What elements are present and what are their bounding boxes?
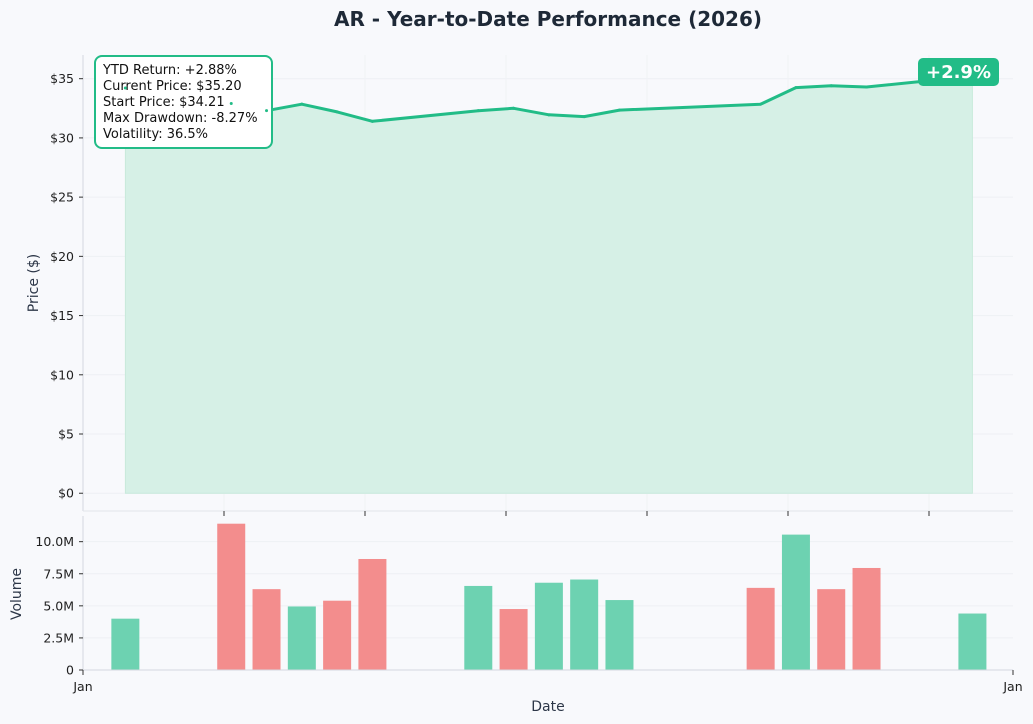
volume-bar xyxy=(746,587,775,670)
price-point xyxy=(970,74,974,78)
volume-y-tick-label: 2.5M xyxy=(43,630,74,645)
volume-y-tick-label: 0 xyxy=(66,663,74,678)
volume-x-ticks: Jan Jan xyxy=(72,670,1023,694)
price-y-tick-label: $15 xyxy=(50,308,74,323)
volume-bar xyxy=(323,600,352,670)
volume-bar xyxy=(570,579,599,670)
price-y-tick-label: $5 xyxy=(58,427,74,442)
price-y-tick-label: $25 xyxy=(50,190,74,205)
price-point xyxy=(300,102,304,106)
stats-max-drawdown: Max Drawdown: -8.27% xyxy=(103,111,258,126)
stats-volatility: Volatility: 36.5% xyxy=(103,127,208,142)
price-y-tick-label: $30 xyxy=(50,130,74,145)
price-y-tick-label: $10 xyxy=(50,367,74,382)
volume-y-axis-title: Volume xyxy=(9,568,25,620)
x-tick-label: Jan xyxy=(1002,679,1022,694)
stats-current-price: Current Price: $35.20 xyxy=(103,79,242,94)
price-point xyxy=(512,106,516,110)
volume-bars xyxy=(111,523,987,670)
return-badge: +2.9% xyxy=(918,58,999,86)
price-point xyxy=(865,85,869,89)
volume-bar xyxy=(605,600,634,670)
volume-bar xyxy=(217,523,246,670)
price-point xyxy=(617,108,621,112)
volume-bar xyxy=(958,613,987,670)
volume-bar xyxy=(852,567,881,670)
price-point xyxy=(582,115,586,119)
volume-bar xyxy=(499,609,528,670)
volume-y-ticks: 0 2.5M 5.0M 7.5M 10.0M xyxy=(35,534,83,678)
price-point xyxy=(123,86,127,90)
price-y-tick-label: $35 xyxy=(50,71,74,86)
price-point xyxy=(547,113,551,117)
volume-bar xyxy=(534,582,563,670)
x-tick-label: Jan xyxy=(72,679,92,694)
price-point xyxy=(476,109,480,113)
price-point xyxy=(829,84,833,88)
volume-bar xyxy=(252,589,281,670)
volume-y-tick-label: 7.5M xyxy=(43,566,74,581)
price-point xyxy=(370,119,374,123)
price-line xyxy=(125,74,973,123)
volume-bar xyxy=(464,585,493,670)
price-point xyxy=(229,102,233,106)
stats-ytd-return: YTD Return: +2.88% xyxy=(102,63,237,78)
volume-bar xyxy=(358,558,387,670)
volume-bar xyxy=(111,618,140,670)
volume-y-tick-label: 10.0M xyxy=(35,534,74,549)
price-y-axis-title: Price ($) xyxy=(26,254,42,312)
volume-panel: 0 2.5M 5.0M 7.5M 10.0M Jan Jan Volume Date xyxy=(9,516,1023,715)
return-badge-background xyxy=(918,58,999,86)
stats-box: YTD Return: +2.88% Current Price: $35.20… xyxy=(94,55,273,149)
volume-bar xyxy=(781,534,810,670)
price-panel: $0 $5 $10 $15 $20 $25 $30 $35 Price ($) YTD Ret… xyxy=(26,55,1013,516)
volume-bar xyxy=(817,589,846,670)
x-axis-title: Date xyxy=(531,699,564,715)
price-point xyxy=(335,110,339,114)
chart-title: AR - Year-to-Date Performance (2026) xyxy=(334,7,762,31)
price-point xyxy=(759,102,763,106)
stats-start-price: Start Price: $34.21 xyxy=(103,95,225,110)
return-badge-label: +2.9% xyxy=(926,62,991,83)
stats-box-frame xyxy=(94,55,273,149)
price-x-ticks xyxy=(223,511,930,516)
price-point xyxy=(265,109,269,113)
price-y-tick-label: $0 xyxy=(58,486,74,501)
price-point xyxy=(794,86,798,90)
volume-bar xyxy=(287,606,316,670)
price-y-tick-label: $20 xyxy=(50,249,74,264)
price-y-ticks: $0 $5 $10 $15 $20 $25 $30 $35 xyxy=(50,71,83,501)
volume-y-tick-label: 5.0M xyxy=(43,598,74,613)
